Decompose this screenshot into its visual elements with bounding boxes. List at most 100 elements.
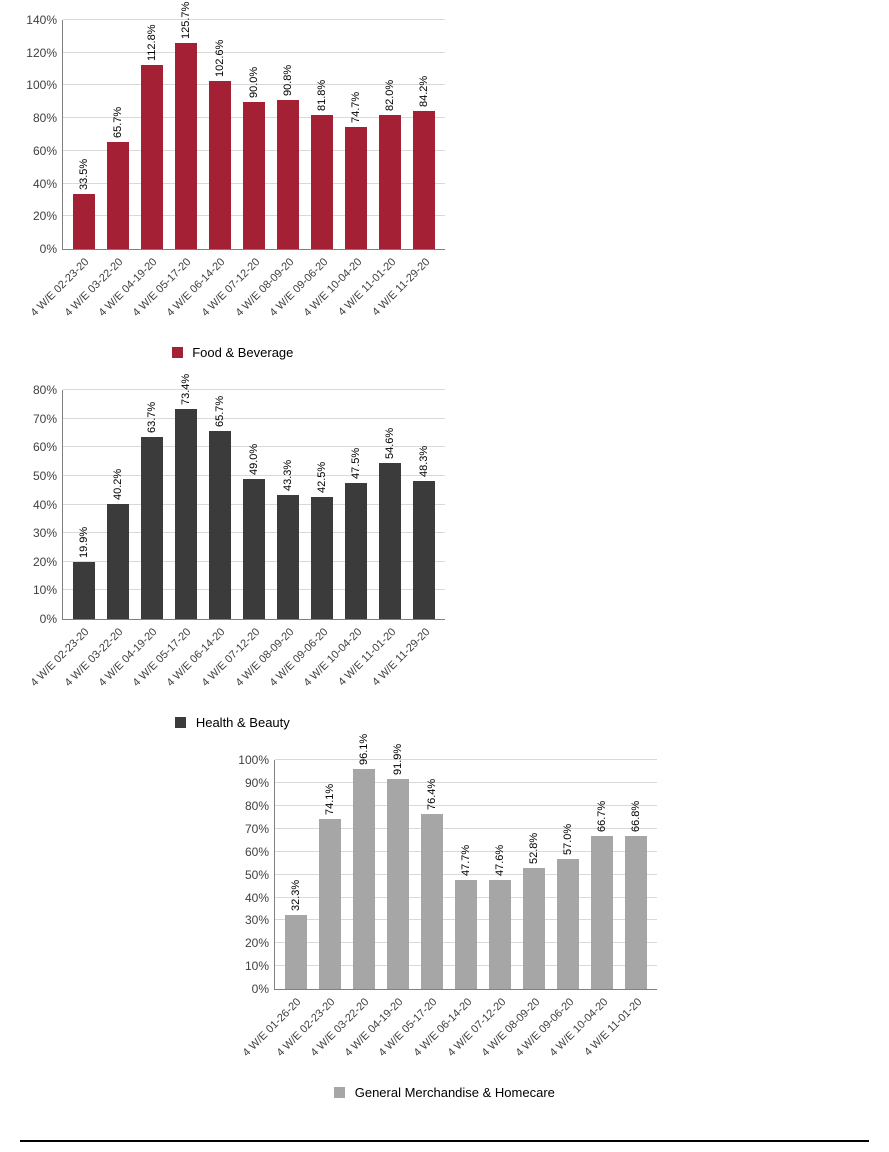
x-tick-label: 4 W/E 01-26-20 — [241, 996, 304, 1059]
bar-value-label: 52.8% — [528, 833, 540, 864]
y-tick-label: 10% — [33, 583, 63, 597]
y-tick-label: 30% — [245, 913, 275, 927]
y-tick-label: 60% — [33, 144, 63, 158]
bar-slot: 47.5% — [339, 390, 373, 619]
bar-value-label: 47.7% — [460, 845, 472, 876]
bar: 74.1% — [319, 819, 341, 989]
y-tick-label: 30% — [33, 526, 63, 540]
bar-value-label: 40.2% — [112, 469, 124, 500]
y-tick-label: 40% — [33, 177, 63, 191]
bar-value-label: 84.2% — [418, 76, 430, 107]
bar-slot: 65.7% — [101, 20, 135, 249]
y-tick-label: 20% — [33, 209, 63, 223]
bar-slot: 125.7% — [169, 20, 203, 249]
legend: General Merchandise & Homecare — [232, 1084, 657, 1100]
bar-slot: 73.4% — [169, 390, 203, 619]
legend-label: General Merchandise & Homecare — [355, 1085, 555, 1100]
plot-area: 0%10%20%30%40%50%60%70%80%90%100%32.3%74… — [274, 760, 657, 990]
bar-slot: 76.4% — [415, 760, 449, 989]
bar-slot: 33.5% — [67, 20, 101, 249]
bar: 57.0% — [557, 859, 579, 990]
bar: 112.8% — [141, 65, 163, 250]
bar-value-label: 49.0% — [248, 444, 260, 475]
y-tick-label: 20% — [245, 936, 275, 950]
bar-value-label: 47.6% — [494, 845, 506, 876]
bar: 82.0% — [379, 115, 401, 249]
bar-slot: 32.3% — [279, 760, 313, 989]
bars: 33.5% 65.7% 112.8% 125.7% 102.6% 90.0% 90.8% 81… — [63, 20, 445, 249]
bar-slot: 42.5% — [305, 390, 339, 619]
bar-value-label: 125.7% — [180, 2, 192, 39]
bar: 33.5% — [73, 194, 95, 249]
bars: 19.9%40.2%63.7%73.4%65.7%49.0%43.3%42.5%… — [63, 390, 445, 619]
bar: 43.3% — [277, 495, 299, 619]
bar-value-label: 91.9% — [392, 743, 404, 774]
bar-value-label: 102.6% — [214, 40, 226, 77]
bar-value-label: 90.0% — [248, 67, 260, 98]
bar: 52.8% — [523, 868, 545, 989]
x-tick-slot: 4 W/E 11-29-20 — [407, 620, 441, 710]
x-tick-slot: 4 W/E 11-29-20 — [407, 250, 441, 340]
bar-value-label: 43.3% — [282, 460, 294, 491]
legend-label: Food & Beverage — [192, 345, 293, 360]
bar: 66.8% — [625, 836, 647, 989]
bar-slot: 81.8% — [305, 20, 339, 249]
bar: 76.4% — [421, 814, 443, 989]
bar-value-label: 65.7% — [112, 106, 124, 137]
charts-grid: 0%20%40%60%80%100%120%140%33.5%65.7%112.… — [20, 20, 869, 1130]
bar: 42.5% — [311, 497, 333, 619]
x-tick-slot: 4 W/E 11-01-20 — [619, 990, 653, 1080]
bar: 47.5% — [345, 483, 367, 619]
bar-slot: 47.6% — [483, 760, 517, 989]
bar: 91.9% — [387, 779, 409, 989]
bar-value-label: 47.5% — [350, 448, 362, 479]
bar: 73.4% — [175, 409, 197, 619]
y-tick-label: 120% — [26, 46, 63, 60]
bar: 32.3% — [285, 915, 307, 989]
legend-label: Health & Beauty — [196, 715, 290, 730]
y-tick-label: 0% — [252, 982, 275, 996]
bar-value-label: 66.7% — [596, 801, 608, 832]
bar: 125.7% — [175, 43, 197, 249]
bar-slot: 40.2% — [101, 390, 135, 619]
y-tick-label: 10% — [245, 959, 275, 973]
bar-slot: 57.0% — [551, 760, 585, 989]
x-axis-labels: 4 W/E 02-23-204 W/E 03-22-204 W/E 04-19-… — [62, 250, 445, 340]
bar: 65.7% — [209, 431, 231, 619]
bar-slot: 91.9% — [381, 760, 415, 989]
y-tick-label: 40% — [33, 498, 63, 512]
bar-value-label: 73.4% — [180, 374, 192, 405]
bar: 49.0% — [243, 479, 265, 619]
legend-swatch — [175, 717, 186, 728]
y-tick-label: 70% — [245, 822, 275, 836]
y-tick-label: 60% — [33, 440, 63, 454]
bar: 65.7% — [107, 142, 129, 249]
y-tick-label: 70% — [33, 412, 63, 426]
bar: 19.9% — [73, 562, 95, 619]
bar-value-label: 81.8% — [316, 80, 328, 111]
bar-value-label: 54.6% — [384, 428, 396, 459]
bar-value-label: 33.5% — [78, 159, 90, 190]
x-axis-labels: 4 W/E 02-23-204 W/E 03-22-204 W/E 04-19-… — [62, 620, 445, 710]
bar: 66.7% — [591, 836, 613, 989]
bar: 48.3% — [413, 481, 435, 619]
x-tick-label: 4 W/E 02-23-20 — [29, 626, 92, 689]
bar-value-label: 76.4% — [426, 779, 438, 810]
bar: 96.1% — [353, 769, 375, 989]
bar-slot: 102.6% — [203, 20, 237, 249]
bar-slot: 74.1% — [313, 760, 347, 989]
legend: Health & Beauty — [20, 714, 445, 730]
bar-slot: 74.7% — [339, 20, 373, 249]
bar-slot: 65.7% — [203, 390, 237, 619]
bar-value-label: 90.8% — [282, 65, 294, 96]
chart-health-beauty: 0%10%20%30%40%50%60%70%80%19.9%40.2%63.7… — [20, 390, 445, 730]
bar-slot: 52.8% — [517, 760, 551, 989]
plot-area: 0%10%20%30%40%50%60%70%80%19.9%40.2%63.7… — [62, 390, 445, 620]
y-tick-label: 80% — [33, 383, 63, 397]
bar: 47.7% — [455, 880, 477, 989]
bar-slot: 112.8% — [135, 20, 169, 249]
bar-slot: 90.0% — [237, 20, 271, 249]
bar: 74.7% — [345, 127, 367, 249]
bar-value-label: 48.3% — [418, 446, 430, 477]
y-tick-label: 60% — [245, 845, 275, 859]
